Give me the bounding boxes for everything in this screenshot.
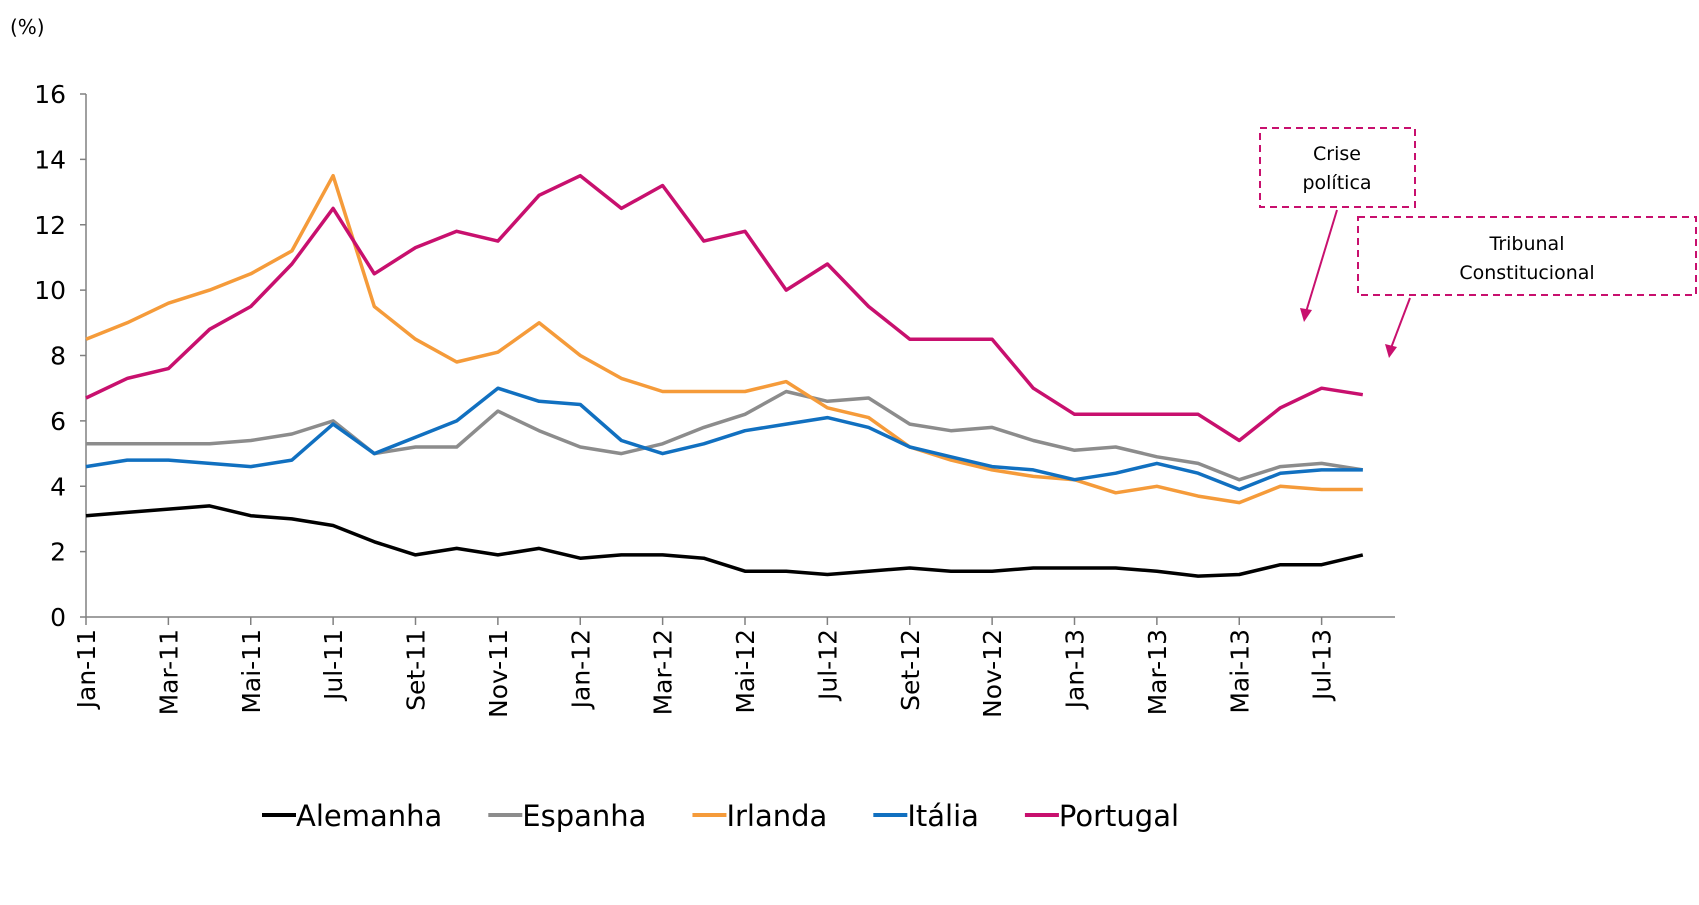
annotation-arrow bbox=[1305, 209, 1338, 313]
legend: Alemanha Espanha Irlanda Itália Portugal bbox=[262, 799, 1179, 833]
annotation-text: Constitucional bbox=[1459, 262, 1594, 284]
x-tick-label: Jan-11 bbox=[72, 629, 101, 710]
x-tick-label: Mar-13 bbox=[1143, 629, 1172, 715]
x-tick-label: Jan-13 bbox=[1061, 629, 1090, 710]
y-tick-label: 4 bbox=[50, 472, 66, 501]
y-axis-label: (%) bbox=[10, 15, 45, 39]
y-tick-label: 12 bbox=[34, 211, 66, 240]
legend-label: Espanha bbox=[522, 799, 646, 833]
x-tick-label: Set-12 bbox=[896, 629, 925, 711]
x-tick-label: Mar-11 bbox=[154, 629, 183, 715]
series-line bbox=[86, 389, 1364, 482]
x-tick-label: Nov-12 bbox=[978, 629, 1007, 718]
legend-label: Itália bbox=[907, 799, 979, 833]
x-tick-label: Mar-12 bbox=[649, 629, 678, 715]
x-tick-label: Jul-13 bbox=[1308, 629, 1337, 702]
y-tick-label: 10 bbox=[34, 276, 66, 305]
x-tick-label: Mai-11 bbox=[237, 629, 266, 714]
legend-label: Portugal bbox=[1059, 799, 1179, 833]
x-tick-label: Jul-11 bbox=[319, 629, 348, 702]
annotation-arrow bbox=[1390, 297, 1411, 349]
annotation-text: Tribunal bbox=[1489, 233, 1565, 255]
y-tick-label: 8 bbox=[50, 342, 66, 371]
x-tick-label: Jul-12 bbox=[813, 629, 842, 702]
annotation-box bbox=[1357, 216, 1697, 296]
annotation-text: Crise bbox=[1313, 143, 1361, 165]
y-tick-label: 0 bbox=[50, 603, 66, 632]
y-tick-label: 16 bbox=[34, 80, 66, 109]
series-line bbox=[85, 386, 1363, 492]
arrow-head bbox=[1385, 344, 1397, 358]
annotation-box bbox=[1259, 127, 1416, 208]
x-tick-label: Mai-13 bbox=[1225, 629, 1254, 714]
y-tick-label: 6 bbox=[50, 407, 66, 436]
legend-label: Alemanha bbox=[296, 799, 442, 833]
series-line bbox=[85, 504, 1364, 578]
x-tick-label: Nov-11 bbox=[484, 629, 513, 718]
x-tick-label: Mai-12 bbox=[731, 629, 760, 714]
legend-label: Irlanda bbox=[726, 799, 827, 833]
annotations: Crise política Tribunal Constitucional bbox=[1259, 127, 1697, 358]
x-tick-label: Jan-12 bbox=[566, 629, 595, 710]
annotation-text: política bbox=[1302, 172, 1371, 194]
x-tick-label: Set-11 bbox=[402, 629, 431, 711]
arrow-head bbox=[1300, 308, 1312, 322]
y-tick-label: 2 bbox=[50, 538, 66, 567]
series-line bbox=[85, 173, 1363, 505]
y-tick-label: 14 bbox=[34, 145, 66, 174]
series-line bbox=[85, 173, 1364, 443]
